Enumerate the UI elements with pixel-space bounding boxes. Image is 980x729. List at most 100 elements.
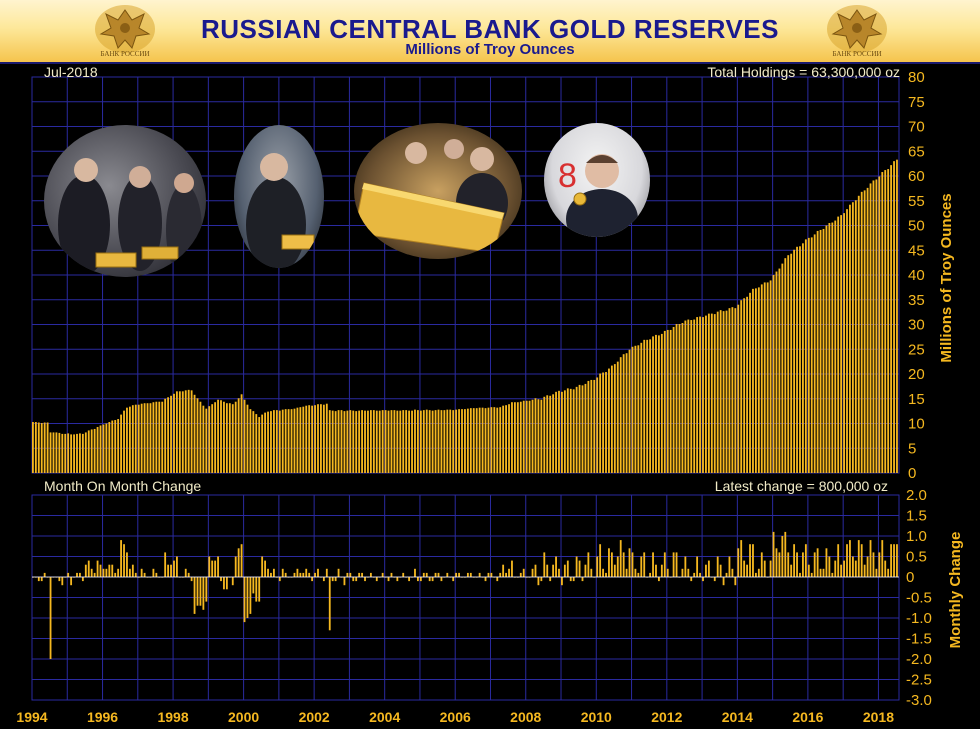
holdings-bar <box>249 409 252 473</box>
change-bar <box>769 560 772 577</box>
holdings-bar <box>575 386 578 473</box>
change-bar <box>807 564 810 577</box>
holdings-bar <box>76 433 78 473</box>
change-bar <box>825 548 828 577</box>
change-bar <box>575 556 578 577</box>
change-bar <box>622 552 625 577</box>
change-bar <box>99 564 102 577</box>
change-bar <box>334 577 337 582</box>
holdings-bar <box>687 319 690 473</box>
change-bar <box>176 556 178 577</box>
holdings-bar <box>466 408 469 473</box>
change-bar <box>164 552 167 577</box>
total-holdings-label: Total Holdings = 63,300,000 oz <box>707 64 900 80</box>
change-bar <box>293 572 296 577</box>
holdings-bar <box>563 390 566 473</box>
holdings-bar <box>337 410 340 473</box>
holdings-bar <box>87 430 90 473</box>
holdings-bar <box>796 246 798 473</box>
holdings-bar <box>546 395 549 473</box>
change-bar <box>428 577 431 582</box>
holdings-bar <box>505 405 507 473</box>
holdings-bar <box>746 296 748 473</box>
holdings-bar <box>725 310 728 473</box>
holdings-bar <box>393 410 396 473</box>
change-bar <box>37 577 40 582</box>
change-bar <box>684 556 687 577</box>
y-tick-label: -1.0 <box>906 610 932 627</box>
change-bar <box>610 552 613 577</box>
holdings-bar <box>464 409 466 473</box>
change-bar <box>699 572 701 577</box>
holdings-bar <box>173 393 175 473</box>
change-bar <box>875 568 878 577</box>
y-tick-label: 35 <box>908 292 925 309</box>
holdings-bar <box>287 409 290 473</box>
holdings-bar <box>608 368 610 473</box>
change-bar <box>361 572 363 577</box>
bank-emblem-left-icon: БАНК РОССИИ <box>95 5 155 58</box>
holdings-bar <box>425 409 428 473</box>
holdings-bar <box>528 400 531 473</box>
change-bar <box>237 548 240 577</box>
holdings-bar <box>516 402 519 473</box>
y-tick-label: -1.5 <box>906 631 932 648</box>
change-bar <box>43 572 46 577</box>
change-bar <box>422 572 425 577</box>
holdings-bar <box>167 397 170 473</box>
holdings-bar <box>49 432 52 473</box>
change-bar <box>587 552 590 577</box>
holdings-bar <box>223 401 225 473</box>
holdings-bar <box>719 310 722 473</box>
change-bar <box>387 577 390 582</box>
change-bar <box>173 560 175 577</box>
change-bar <box>649 572 652 577</box>
holdings-bar <box>90 429 93 473</box>
holdings-bar <box>390 410 393 473</box>
change-bar <box>402 572 405 577</box>
change-bar <box>887 568 890 577</box>
holdings-bar <box>381 410 384 473</box>
change-bar <box>831 572 834 577</box>
holdings-bar <box>872 180 875 473</box>
change-bar <box>584 564 587 577</box>
change-bar <box>884 560 887 577</box>
holdings-bar <box>531 399 534 473</box>
holdings-bar <box>364 410 366 473</box>
change-grid <box>31 494 900 701</box>
holdings-bar <box>558 390 560 473</box>
change-bar <box>311 577 314 582</box>
change-bar <box>590 568 593 577</box>
change-bar <box>352 577 355 582</box>
change-bar <box>346 572 349 577</box>
holdings-bar <box>784 258 787 473</box>
holdings-bar <box>596 377 599 473</box>
holdings-bar <box>481 407 484 473</box>
change-bar <box>322 577 325 582</box>
holdings-bar <box>317 404 319 473</box>
change-bar <box>328 577 331 631</box>
holdings-bar <box>240 394 243 473</box>
change-bar <box>863 564 866 577</box>
chart-subtitle: Millions of Troy Ounces <box>405 41 575 58</box>
holdings-bar <box>196 398 199 473</box>
holdings-bar <box>484 408 487 473</box>
change-bar <box>343 577 346 586</box>
change-bar <box>446 572 449 577</box>
holdings-bar <box>455 409 458 473</box>
change-bar <box>713 577 716 582</box>
change-bar <box>220 577 222 582</box>
holdings-bar <box>405 410 408 473</box>
change-bar <box>152 568 155 577</box>
change-bar <box>772 531 775 577</box>
change-bar <box>628 548 631 577</box>
holdings-bar <box>199 401 202 473</box>
holdings-bar <box>155 401 158 473</box>
change-bar <box>108 564 111 577</box>
holdings-bar <box>652 336 654 473</box>
holdings-bar <box>58 432 61 473</box>
holdings-bar <box>825 225 828 473</box>
holdings-bar <box>117 419 120 473</box>
holdings-bar <box>693 319 696 473</box>
holdings-bar <box>361 410 363 473</box>
